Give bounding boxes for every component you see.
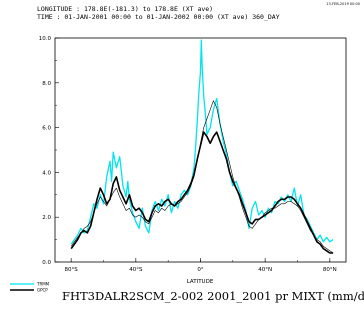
y-axis: 0.0 2.0 4.0 6.0 8.0 10.0 xyxy=(39,36,59,266)
x-axis: 80°S 40°S 0° 40°N 80°N xyxy=(65,258,337,273)
x-axis-label: LATITUDE xyxy=(187,279,214,285)
y-tick-label: 6.0 xyxy=(42,126,51,132)
x-tick-label: 80°N xyxy=(323,267,337,273)
series-line-trmm xyxy=(70,39,334,245)
legend-label: GPCP xyxy=(37,288,48,293)
longitude-range-text: LONGITUDE : 178.8E(-181.3) to 178.8E (XT… xyxy=(37,5,214,13)
x-tick-label: 40°N xyxy=(258,267,272,273)
x-tick-label: 80°S xyxy=(65,267,79,273)
x-tick-label: 0° xyxy=(197,267,203,273)
legend-label: TRMM xyxy=(36,282,50,287)
series-line-gpcp xyxy=(70,131,334,254)
time-range-text: TIME : 01-JAN-2001 00:00 to 01-JAN-2002 … xyxy=(37,13,280,21)
x-tick-label: 40°S xyxy=(129,267,143,273)
date-stamp: 13-FEB-2019 00:00 xyxy=(326,2,360,6)
y-tick-label: 2.0 xyxy=(42,215,51,221)
chart-footer-title: FHT3DALR2SCM_2-002 2001_2001 pr MIXT (mm… xyxy=(62,289,364,303)
series-layer xyxy=(70,39,334,254)
y-tick-label: 8.0 xyxy=(42,81,51,87)
y-tick-label: 4.0 xyxy=(42,170,51,176)
y-tick-label: 0.0 xyxy=(42,260,51,266)
series-line-3 xyxy=(70,100,334,254)
y-tick-label: 10.0 xyxy=(39,36,52,42)
